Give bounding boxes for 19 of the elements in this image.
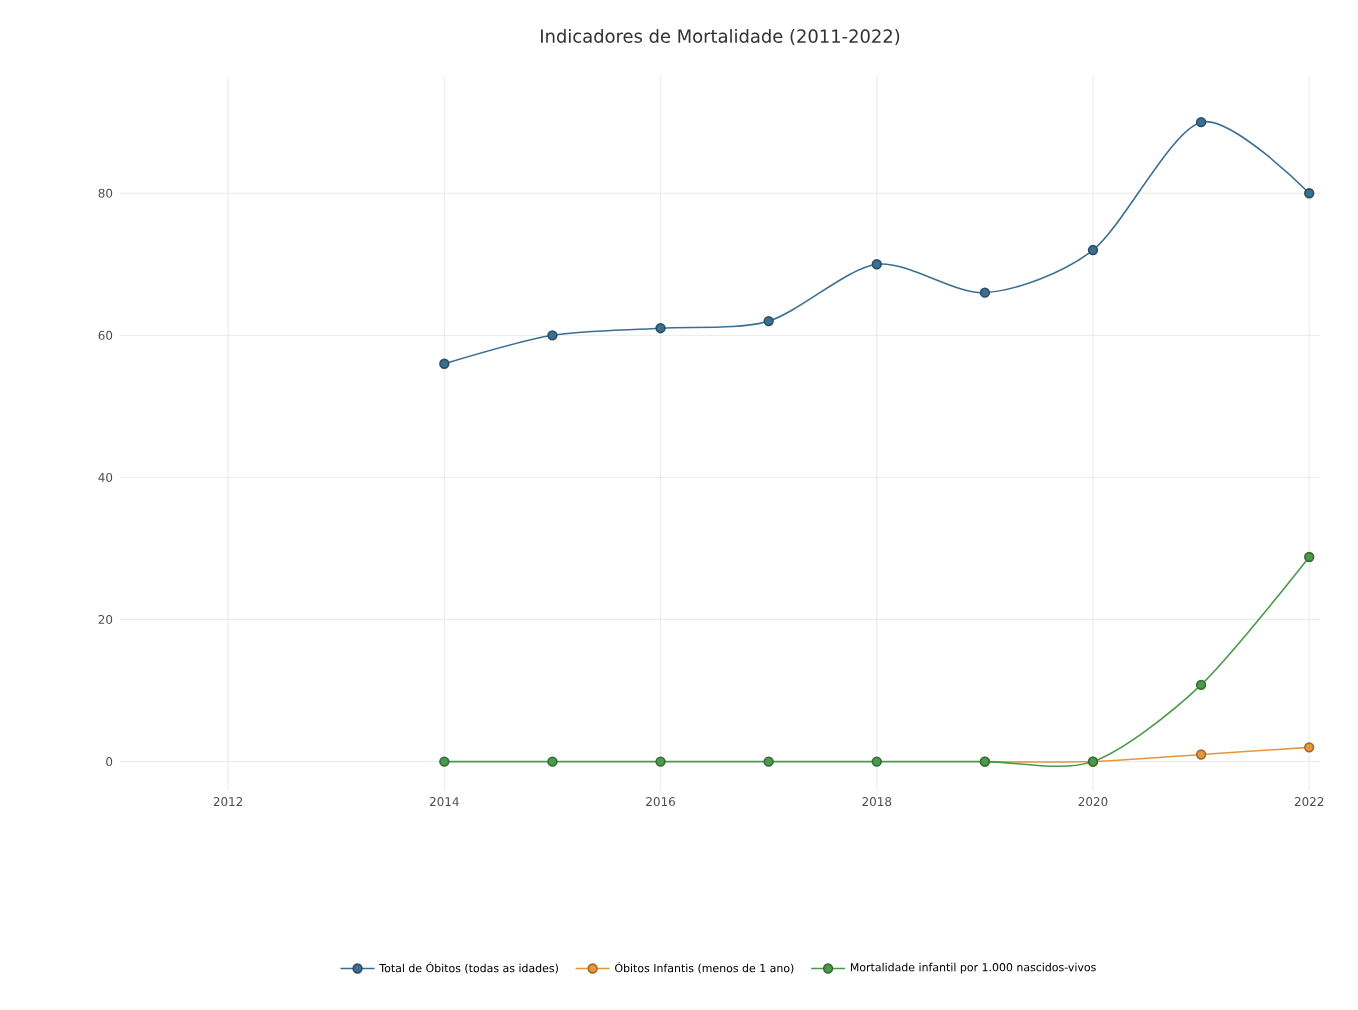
point [1195,679,1207,691]
point [1195,116,1207,128]
point [655,756,666,767]
point [763,756,774,767]
point [1304,188,1315,199]
point [763,315,774,327]
chart-title: Indicadores de Mortalidade (2011-2022) [541,29,900,46]
point [439,756,450,767]
point [1195,749,1207,760]
point [1087,244,1099,256]
point [1304,742,1315,753]
point [439,358,450,369]
point [547,756,558,767]
point [871,259,882,270]
point [655,323,666,334]
point [547,330,558,341]
point [871,756,882,767]
point [1304,551,1315,563]
point [979,287,991,298]
